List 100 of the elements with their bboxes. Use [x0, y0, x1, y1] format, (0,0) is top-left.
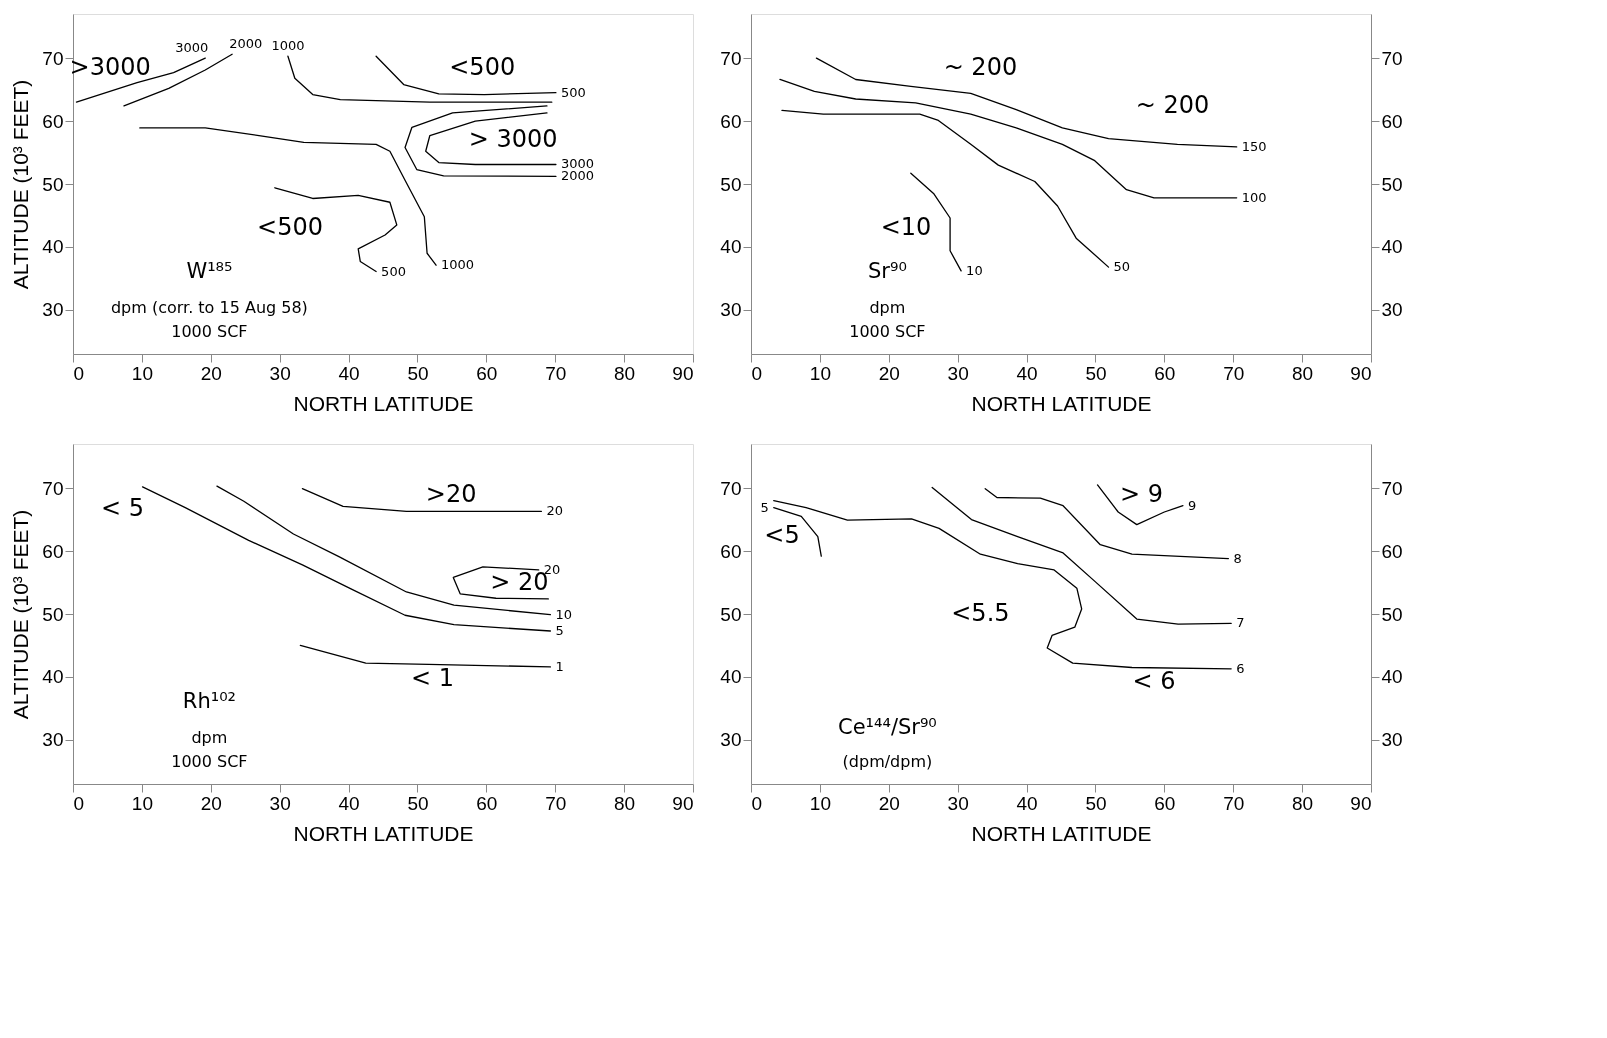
x-tick-label: 70: [545, 792, 567, 814]
series-label: 1000: [271, 38, 305, 54]
x-tick-label: 40: [1016, 792, 1038, 814]
annotation: <5: [764, 520, 800, 549]
x-axis-title: NORTH LATITUDE: [971, 391, 1152, 415]
x-tick-label: 20: [200, 362, 222, 384]
annotation: >20: [425, 480, 477, 508]
series-label: 5: [760, 499, 769, 515]
x-tick-label: 90: [1350, 792, 1372, 814]
x-tick-label: 50: [407, 362, 429, 384]
x-tick-label: 80: [614, 792, 636, 814]
x-tick-label: 50: [1085, 362, 1107, 384]
series-label: 5: [555, 623, 564, 638]
y-tick-label: 40: [42, 236, 64, 258]
y2-tick-label: 70: [1381, 47, 1403, 69]
series-label: 100: [1241, 189, 1267, 205]
y-tick-label: 70: [42, 477, 64, 499]
y-tick-label: 40: [42, 666, 64, 688]
y-tick-label: 30: [720, 729, 742, 751]
y2-tick-label: 30: [1381, 299, 1403, 321]
y-tick-label: 60: [720, 540, 742, 562]
annotation: <500: [257, 213, 323, 242]
x-tick-label: 60: [1154, 792, 1176, 814]
y-tick-label: 70: [720, 477, 742, 499]
y2-tick-label: 60: [1381, 110, 1403, 132]
x-tick-label: 20: [200, 792, 222, 814]
x-tick-label: 30: [947, 362, 969, 384]
x-tick-label: 40: [338, 792, 360, 814]
annotation: <5.5: [951, 599, 1010, 627]
x-tick-label: 0: [73, 792, 85, 814]
series-label: 500: [381, 263, 406, 279]
annotation: < 1: [411, 663, 455, 692]
x-tick-label: 10: [131, 362, 153, 384]
x-tick-label: 20: [878, 792, 900, 814]
x-tick-label: 0: [751, 362, 763, 384]
y-tick-label: 60: [42, 110, 64, 132]
x-tick-label: 50: [407, 792, 429, 814]
y2-tick-label: 40: [1381, 666, 1403, 688]
x-tick-label: 60: [476, 362, 498, 384]
x-tick-label: 80: [1292, 362, 1314, 384]
y-axis-title: ALTITUDE (10³ FEET): [9, 509, 33, 720]
x-tick-label: 60: [476, 792, 498, 814]
annotation: > 3000: [468, 124, 558, 153]
line-series: [779, 78, 1238, 199]
series-label: 20: [546, 503, 563, 519]
x-axis-title: NORTH LATITUDE: [293, 821, 474, 845]
series-label: 3000: [175, 40, 209, 56]
series-label: 10: [555, 606, 572, 622]
x-tick-label: 40: [338, 362, 360, 384]
x-tick-label: 10: [809, 362, 831, 384]
series-label: 6: [1236, 660, 1245, 676]
text: Sr⁹⁰: [867, 259, 907, 283]
x-tick-label: 90: [1350, 362, 1372, 384]
series-label: 8: [1233, 550, 1242, 566]
x-tick-label: 10: [131, 792, 153, 814]
y-tick-label: 50: [42, 603, 64, 625]
y-tick-label: 50: [720, 173, 742, 195]
series-label: 7: [1236, 615, 1245, 631]
line-series: [931, 486, 1232, 625]
y-axis-title: ALTITUDE (10³ FEET): [9, 79, 33, 290]
y2-tick-label: 70: [1381, 477, 1403, 499]
y-tick-label: 40: [720, 236, 742, 258]
x-tick-label: 80: [614, 362, 636, 384]
y-tick-label: 40: [720, 666, 742, 688]
annotation: <500: [449, 53, 516, 82]
y-tick-label: 60: [720, 110, 742, 132]
x-tick-label: 0: [751, 792, 763, 814]
series-label: 50: [1113, 259, 1131, 275]
x-tick-label: 10: [809, 792, 831, 814]
x-tick-label: 30: [269, 362, 291, 384]
y-tick-label: 50: [720, 603, 742, 625]
annotation: >3000: [69, 53, 151, 82]
y-tick-label: 30: [42, 299, 64, 321]
annotation: (dpm/dpm): [842, 752, 933, 771]
line-series: [815, 57, 1238, 148]
y2-tick-label: 60: [1381, 540, 1403, 562]
line-series: [375, 55, 557, 96]
x-tick-label: 40: [1016, 362, 1038, 384]
x-tick-label: 70: [545, 362, 567, 384]
line-series: [1096, 484, 1184, 526]
text: Ce¹⁴⁴/Sr⁹⁰: [838, 715, 937, 739]
y2-tick-label: 30: [1381, 729, 1403, 751]
y2-tick-label: 40: [1381, 236, 1403, 258]
x-axis-title: NORTH LATITUDE: [971, 821, 1152, 845]
annotation: dpm (corr. to 15 Aug 58): [110, 298, 308, 317]
x-tick-label: 60: [1154, 362, 1176, 384]
series-label: 9: [1187, 497, 1197, 513]
x-tick-label: 20: [878, 362, 900, 384]
annotation: < 5: [101, 493, 145, 522]
x-tick-label: 0: [73, 362, 85, 384]
y2-tick-label: 50: [1381, 603, 1403, 625]
series-label: 10: [966, 262, 983, 278]
series-label: 1000: [441, 257, 475, 273]
series-label: 2000: [229, 36, 263, 52]
annotation: dpm: [869, 298, 906, 317]
y-tick-label: 50: [42, 173, 64, 195]
x-tick-label: 50: [1085, 792, 1107, 814]
x-axis-title: NORTH LATITUDE: [293, 391, 474, 415]
annotation: ~ 200: [943, 53, 1018, 82]
annotation: < 6: [1132, 667, 1176, 695]
